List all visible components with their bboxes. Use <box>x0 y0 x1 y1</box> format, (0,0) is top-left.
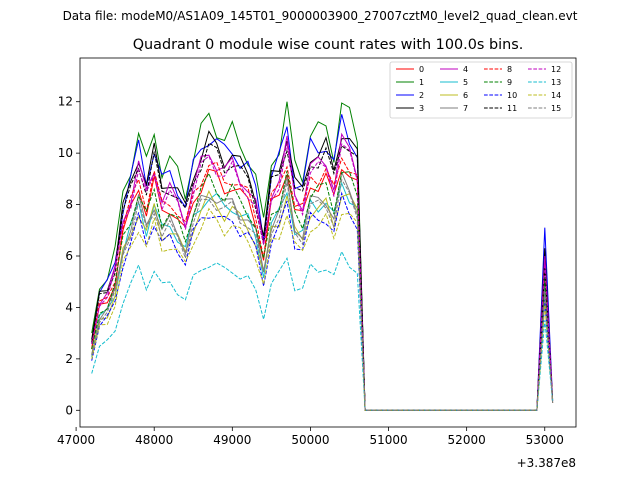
x-axis-offset-label: +3.387e8 <box>517 456 576 470</box>
x-tick-label: 52000 <box>448 433 486 447</box>
x-tick-label: 51000 <box>369 433 407 447</box>
legend-label-8: 8 <box>507 65 512 74</box>
series-layer <box>91 101 554 411</box>
x-tick-label: 48000 <box>135 433 173 447</box>
legend-label-6: 6 <box>463 91 468 100</box>
figure-suptitle: Data file: modeM0/AS1A09_145T01_90000039… <box>63 9 578 23</box>
x-tick-label: 47000 <box>57 433 95 447</box>
x-tick-label: 53000 <box>526 433 564 447</box>
series-line-13 <box>91 250 554 411</box>
y-tick-label: 8 <box>65 198 73 212</box>
legend-label-14: 14 <box>551 91 561 100</box>
legend-label-4: 4 <box>463 65 468 74</box>
legend-label-0: 0 <box>419 65 424 74</box>
legend-label-9: 9 <box>507 78 512 87</box>
y-tick-label: 2 <box>65 352 73 366</box>
legend-label-5: 5 <box>463 78 468 87</box>
y-tick-label: 6 <box>65 249 73 263</box>
legend-label-3: 3 <box>419 104 424 113</box>
legend-label-15: 15 <box>551 104 561 113</box>
y-tick-label: 4 <box>65 300 73 314</box>
legend-label-10: 10 <box>507 91 517 100</box>
series-line-9 <box>91 170 554 411</box>
y-tick-label: 10 <box>58 146 73 160</box>
legend-label-1: 1 <box>419 78 424 87</box>
legend-box <box>389 61 573 119</box>
y-tick-label: 0 <box>65 403 73 417</box>
series-line-15 <box>91 178 554 411</box>
legend-label-7: 7 <box>463 104 468 113</box>
y-tick-label: 12 <box>58 95 73 109</box>
x-tick-label: 50000 <box>291 433 329 447</box>
legend-label-13: 13 <box>551 78 561 87</box>
legend-label-2: 2 <box>419 91 424 100</box>
legend-label-11: 11 <box>507 104 517 113</box>
chart-title: Quadrant 0 module wise count rates with … <box>133 37 524 53</box>
legend-label-12: 12 <box>551 65 561 74</box>
axes-frame <box>79 57 577 428</box>
series-line-10 <box>91 191 554 411</box>
ticks-layer: 47000 48000 49000 50000 51000 52000 53000 0 2 4 6 8… <box>57 95 564 447</box>
x-tick-label: 49000 <box>213 433 251 447</box>
